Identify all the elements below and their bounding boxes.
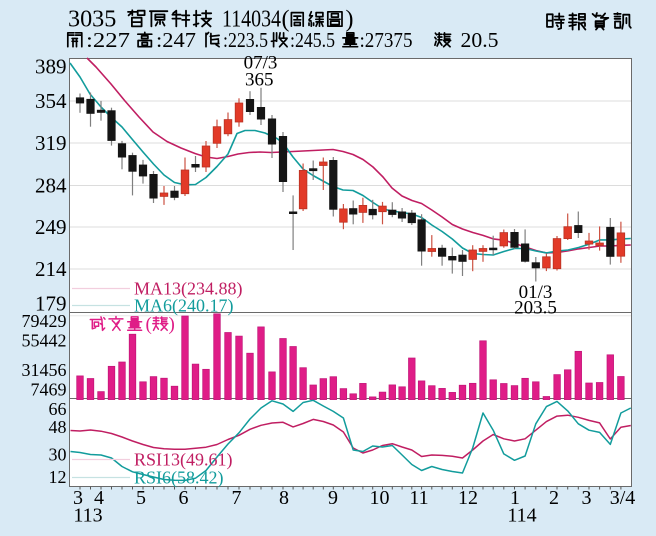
svg-text:): )	[169, 314, 175, 335]
svg-text:3: 3	[582, 487, 592, 509]
svg-text:(: (	[282, 7, 290, 33]
svg-text::245.5: :245.5	[290, 28, 335, 52]
svg-text:214: 214	[35, 257, 67, 281]
svg-text:10: 10	[370, 487, 390, 509]
svg-text:): )	[346, 7, 354, 33]
svg-text:12: 12	[458, 487, 478, 509]
svg-text:319: 319	[35, 131, 67, 155]
svg-text:01/3: 01/3	[519, 282, 553, 303]
svg-text:07/3: 07/3	[244, 52, 278, 73]
svg-text:203.5: 203.5	[514, 298, 557, 319]
svg-text:9: 9	[328, 487, 338, 509]
svg-text:2: 2	[549, 487, 559, 509]
svg-text:249: 249	[35, 215, 67, 239]
svg-text:1: 1	[510, 487, 520, 509]
svg-text:179: 179	[35, 292, 67, 316]
svg-text:7: 7	[232, 487, 242, 509]
svg-text:8: 8	[279, 487, 289, 509]
svg-text:11: 11	[409, 487, 428, 509]
svg-text:RSI13(49.61): RSI13(49.61)	[134, 450, 233, 471]
svg-text:31456: 31456	[22, 360, 67, 380]
svg-text:MA13(234.88): MA13(234.88)	[134, 279, 243, 300]
svg-text:66: 66	[49, 399, 67, 419]
svg-text:48: 48	[49, 417, 67, 437]
svg-text:5: 5	[136, 487, 146, 509]
svg-text:3035: 3035	[68, 7, 116, 33]
svg-text:79429: 79429	[22, 311, 67, 331]
svg-text::227: :227	[86, 28, 130, 52]
svg-text:365: 365	[245, 70, 274, 91]
svg-text:114: 114	[507, 505, 536, 527]
svg-text:7469: 7469	[31, 380, 67, 400]
svg-text:284: 284	[35, 174, 67, 198]
svg-text:30: 30	[49, 445, 67, 465]
svg-text:55442: 55442	[22, 331, 67, 351]
svg-text:114034: 114034	[222, 7, 281, 33]
svg-text:RSI6(58.42): RSI6(58.42)	[134, 468, 224, 489]
svg-text:MA6(240.17): MA6(240.17)	[134, 296, 234, 317]
svg-text::27375: :27375	[360, 28, 413, 52]
svg-text::223.5: :223.5	[223, 28, 268, 52]
svg-text:4: 4	[94, 487, 104, 509]
svg-text:6: 6	[179, 487, 189, 509]
svg-text:(: (	[146, 314, 152, 335]
svg-text:354: 354	[35, 89, 67, 113]
svg-text:3: 3	[73, 487, 83, 509]
svg-text::247: :247	[156, 28, 196, 52]
svg-text:113: 113	[73, 505, 102, 527]
svg-text:389: 389	[35, 55, 67, 79]
svg-text:20.5: 20.5	[461, 28, 499, 52]
svg-text:3/4: 3/4	[610, 487, 636, 509]
svg-text:12: 12	[49, 467, 67, 487]
